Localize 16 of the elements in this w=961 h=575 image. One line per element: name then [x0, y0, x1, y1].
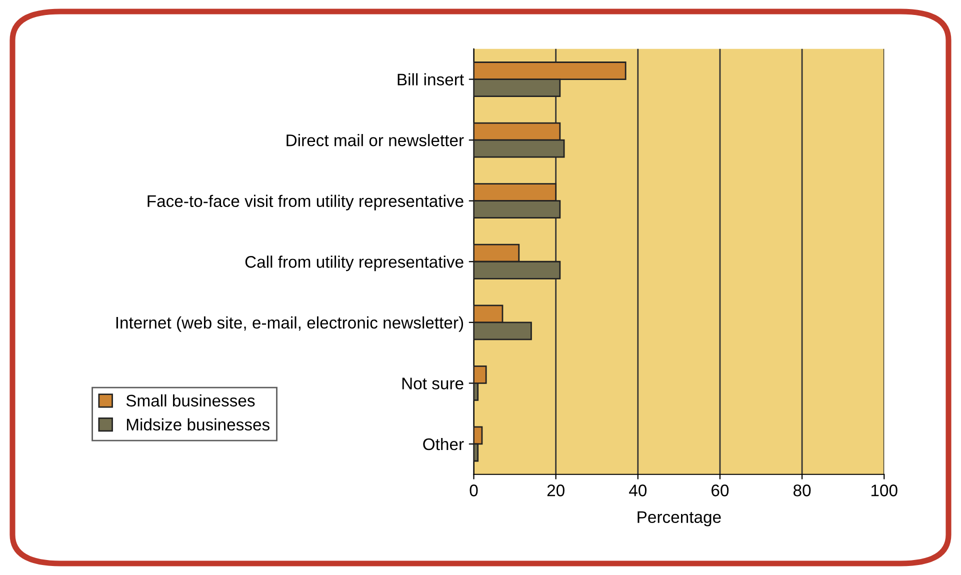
y-tick-label: Face-to-face visit from utility representative: [148, 194, 464, 210]
x-tick-label: 100: [871, 484, 898, 496]
x-axis-title: Percentage: [638, 511, 721, 526]
legend-label: Small businesses: [126, 394, 255, 407]
x-tick-label: 0: [470, 484, 478, 496]
x-tick-label: 80: [794, 484, 811, 496]
y-tick-label: Call from utility representative: [245, 256, 464, 272]
y-tick-label: Internet (web site, e-mail, electronic newsletter): [116, 316, 464, 332]
x-tick-label: 20: [547, 484, 564, 496]
y-tick-label: Bill insert: [398, 73, 464, 86]
y-tick-label: Not sure: [402, 378, 464, 390]
x-tick-label: 60: [712, 484, 729, 496]
legend-label: Midsize businesses: [126, 418, 270, 431]
y-tick-label: Other: [423, 438, 464, 450]
x-tick-label: 40: [629, 484, 647, 496]
y-tick-label: Direct mail or newsletter: [286, 134, 464, 146]
